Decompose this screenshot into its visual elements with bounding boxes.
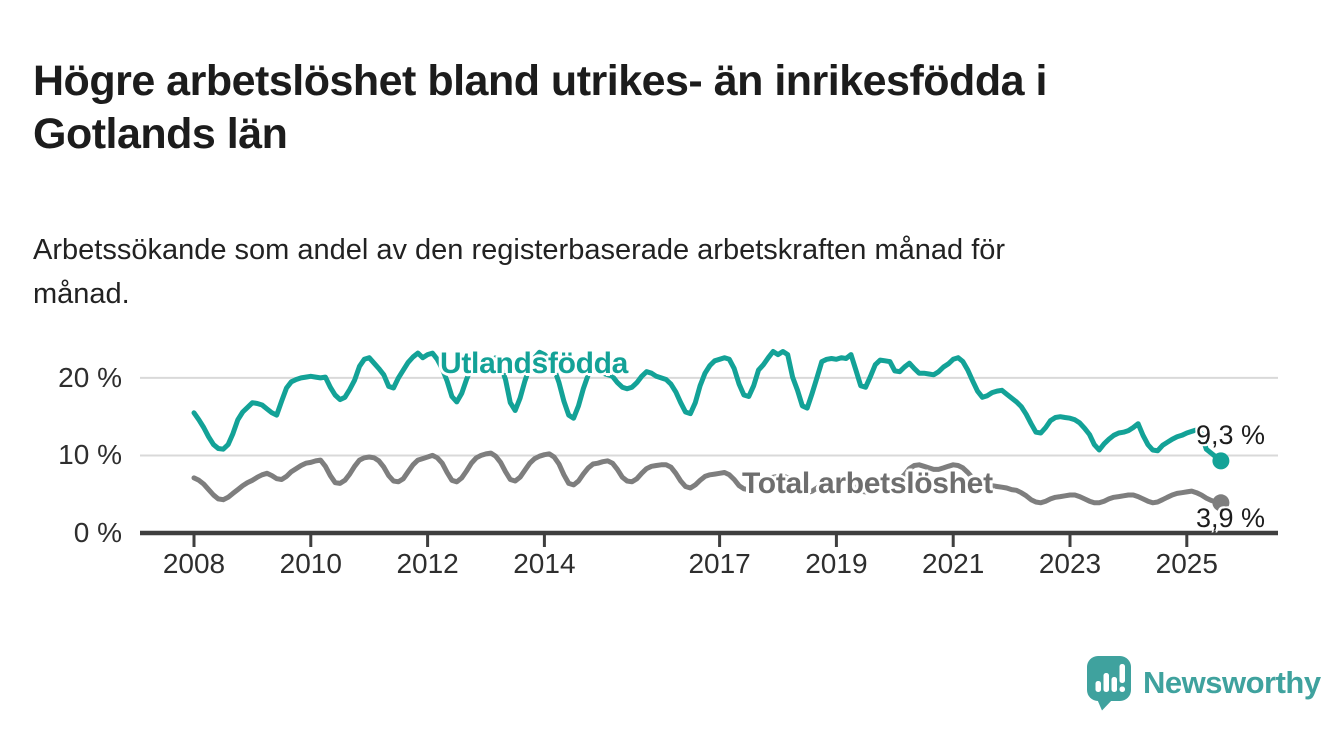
end-dot-utlandsfodda: [1212, 452, 1230, 470]
x-axis-tick-label: 2021: [922, 548, 985, 579]
series-line-total: [191, 450, 1224, 506]
end-value-label-utlandsfodda: 9,3 %: [1196, 420, 1266, 450]
newsworthy-logo-icon: [1087, 656, 1131, 711]
end-dot-total: [1212, 494, 1230, 512]
x-axis-tick-label: 2025: [1155, 548, 1218, 579]
y-axis-tick-label: 10 %: [58, 439, 122, 471]
x-axis-tick-label: 2023: [1038, 548, 1102, 579]
x-axis-tick-label: 2010: [279, 548, 342, 579]
series-line-utlandsfodda: [191, 349, 1224, 464]
x-axis-tick-label: 2012: [396, 548, 459, 579]
series-label-total-arbetsloshet: Total arbetslöshet: [742, 467, 993, 500]
page-subtitle: Arbetssökande som andel av den registerb…: [33, 234, 1006, 310]
y-axis-tick-label: 0 %: [73, 517, 122, 548]
page-title: Högre arbetslöshet bland utrikes- än inr…: [33, 56, 1047, 158]
end-value-label-total: 3,9 %: [1196, 503, 1266, 533]
x-axis-tick-label: 2014: [513, 548, 576, 579]
x-axis-tick-label: 2008: [162, 548, 226, 579]
y-axis-tick-label: 20 %: [58, 361, 122, 393]
newsworthy-logo-text: Newsworthy: [1143, 665, 1321, 700]
x-axis-tick-label: 2019: [805, 548, 868, 579]
series-label-utlandsfodda: Utlandsfödda: [440, 347, 629, 380]
newsworthy-logo[interactable]: Newsworthy: [1086, 655, 1321, 711]
x-axis-tick-label: 2017: [688, 548, 751, 579]
